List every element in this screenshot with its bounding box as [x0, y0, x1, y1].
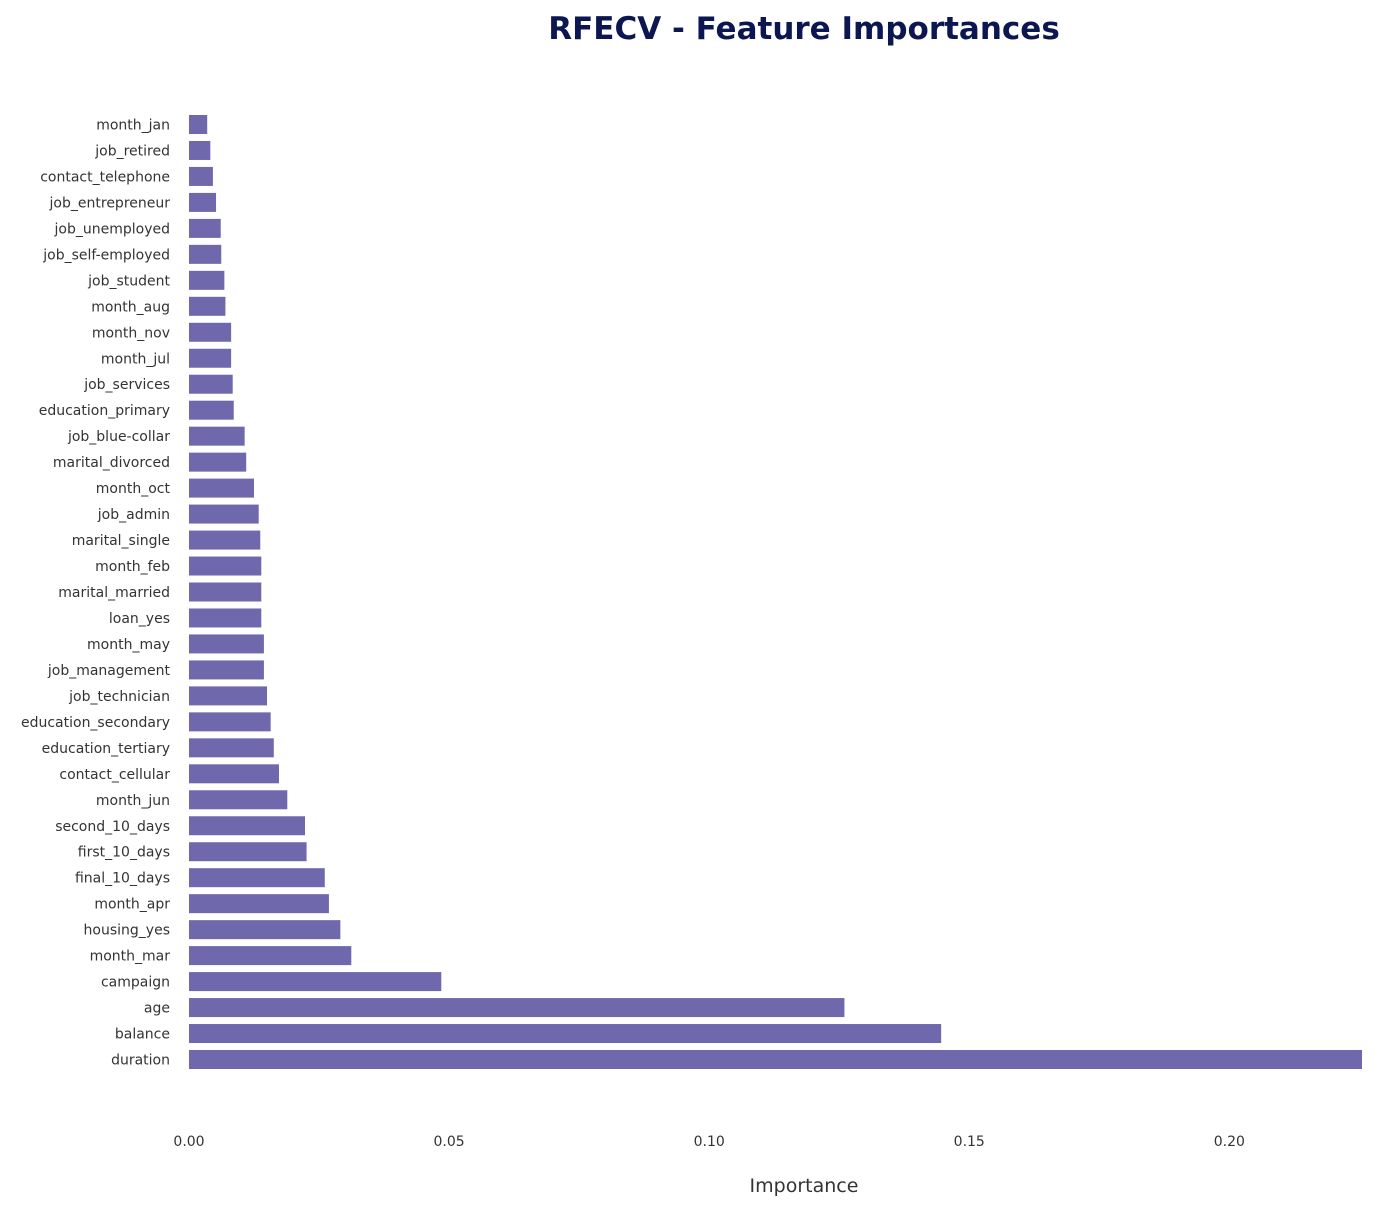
y-tick-label-job_self-employed: job_self-employed: [42, 247, 170, 263]
bar-marital_divorced: [189, 452, 247, 472]
y-tick-label-month_aug: month_aug: [91, 299, 170, 315]
y-tick-label-housing_yes: housing_yes: [84, 923, 170, 939]
y-tick-label-job_entrepreneur: job_entrepreneur: [49, 195, 171, 211]
bar-month_oct: [189, 478, 255, 498]
bar-education_secondary: [189, 712, 271, 732]
y-tick-label-second_10_days: second_10_days: [55, 819, 170, 835]
y-tick-label-job_services: job_services: [83, 377, 170, 393]
y-tick-label-first_10_days: first_10_days: [78, 845, 170, 861]
bars-layer: [189, 115, 1362, 1069]
y-tick-label-month_mar: month_mar: [90, 949, 171, 965]
bar-education_primary: [189, 400, 234, 420]
bar-marital_married: [189, 582, 262, 602]
y-tick-label-education_secondary: education_secondary: [21, 715, 170, 731]
y-tick-label-age: age: [144, 1001, 170, 1017]
bar-month_nov: [189, 322, 232, 342]
bar-month_feb: [189, 556, 262, 576]
bar-month_may: [189, 634, 264, 654]
y-tick-label-campaign: campaign: [101, 975, 170, 991]
y-tick-label-job_retired: job_retired: [94, 143, 170, 159]
y-tick-label-month_feb: month_feb: [95, 559, 170, 575]
y-tick-label-education_tertiary: education_tertiary: [42, 741, 170, 757]
y-tick-label-job_student: job_student: [87, 273, 170, 289]
y-tick-label-month_may: month_may: [87, 637, 170, 653]
bar-education_tertiary: [189, 738, 274, 758]
bar-age: [189, 998, 845, 1018]
y-tick-label-education_primary: education_primary: [39, 403, 170, 419]
y-tick-labels: month_jan job_retired contact_telephonejob…: [21, 118, 171, 1069]
y-tick-label-contact_cellular: contact_cellular: [59, 767, 170, 783]
y-tick-label-month_oct: month_oct: [96, 481, 171, 497]
y-tick-label-job_technician: job_technician: [68, 689, 170, 705]
y-tick-label-job_admin: job_admin: [97, 507, 170, 523]
bar-job_blue-collar: [189, 426, 245, 446]
y-tick-label-month_jan: month_jan: [96, 118, 170, 134]
bar-job_student: [189, 270, 225, 290]
bar-duration: [189, 1050, 1362, 1069]
bar-contact_telephone: [189, 166, 213, 186]
bar-contact_cellular: [189, 764, 279, 784]
y-tick-label-marital_divorced: marital_divorced: [53, 455, 170, 471]
bar-month_jun: [189, 790, 288, 810]
y-tick-label-contact_telephone: contact_telephone: [40, 169, 170, 185]
y-tick-label-month_nov: month_nov: [92, 325, 170, 341]
bar-month_jul: [189, 348, 232, 368]
bar-housing_yes: [189, 920, 341, 940]
bar-month_apr: [189, 894, 329, 914]
x-tick-label: 0.05: [434, 1134, 465, 1150]
x-tick-label: 0.00: [173, 1134, 204, 1150]
y-tick-label-marital_married: marital_married: [58, 585, 170, 601]
y-tick-label-month_apr: month_apr: [94, 897, 170, 913]
bar-job_retired: [189, 140, 211, 160]
y-tick-label-marital_single: marital_single: [72, 533, 170, 549]
x-tick-labels: 0.00 0.05 0.10 0.15 0.20: [173, 1134, 1245, 1150]
bar-first_10_days: [189, 842, 307, 862]
y-tick-label-duration: duration: [111, 1053, 170, 1069]
y-tick-label-loan_yes: loan_yes: [109, 611, 170, 627]
bar-month_mar: [189, 946, 352, 966]
bar-job_management: [189, 660, 264, 680]
bar-job_admin: [189, 504, 259, 524]
y-tick-label-job_blue-collar: job_blue-collar: [67, 429, 170, 445]
bar-marital_single: [189, 530, 261, 550]
chart-title: RFECV - Feature Importances: [548, 11, 1060, 47]
bar-final_10_days: [189, 868, 325, 888]
y-tick-label-final_10_days: final_10_days: [75, 871, 170, 887]
bar-balance: [189, 1024, 942, 1044]
bar-month_aug: [189, 296, 226, 316]
bar-job_entrepreneur: [189, 192, 217, 212]
x-axis-label: Importance: [750, 1175, 859, 1197]
x-tick-label: 0.10: [694, 1134, 725, 1150]
bar-job_services: [189, 374, 233, 394]
bar-job_self-employed: [189, 244, 222, 264]
bar-job_technician: [189, 686, 268, 706]
x-tick-label: 0.15: [954, 1134, 985, 1150]
y-tick-label-month_jul: month_jul: [101, 351, 170, 367]
x-tick-label: 0.20: [1214, 1134, 1245, 1150]
bar-loan_yes: [189, 608, 262, 628]
bar-second_10_days: [189, 816, 305, 836]
bar-job_unemployed: [189, 218, 221, 238]
bar-campaign: [189, 972, 442, 992]
bar-month_jan: [189, 115, 208, 134]
y-tick-label-balance: balance: [115, 1027, 170, 1043]
y-tick-label-month_jun: month_jun: [96, 793, 170, 809]
y-tick-label-job_unemployed: job_unemployed: [54, 221, 170, 237]
y-tick-label-job_management: job_management: [47, 663, 171, 679]
